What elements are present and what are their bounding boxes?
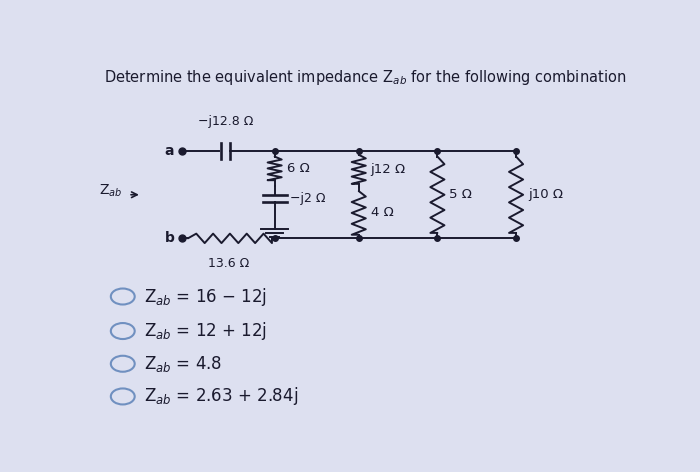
Text: j12 Ω: j12 Ω xyxy=(371,163,406,176)
Text: 13.6 Ω: 13.6 Ω xyxy=(208,257,249,270)
Text: Z$_{ab}$ = 16 − 12j: Z$_{ab}$ = 16 − 12j xyxy=(144,286,267,308)
Text: Determine the equivalent impedance Z$_{ab}$ for the following combination: Determine the equivalent impedance Z$_{a… xyxy=(104,67,626,86)
Text: 6 Ω: 6 Ω xyxy=(286,162,309,175)
Text: Z$_{ab}$: Z$_{ab}$ xyxy=(99,183,122,199)
Text: Z$_{ab}$ = 4.8: Z$_{ab}$ = 4.8 xyxy=(144,354,222,374)
Text: Z$_{ab}$ = 12 + 12j: Z$_{ab}$ = 12 + 12j xyxy=(144,320,267,342)
Text: b: b xyxy=(164,231,174,245)
Text: −j2 Ω: −j2 Ω xyxy=(290,192,326,205)
Text: 4 Ω: 4 Ω xyxy=(371,206,393,219)
Text: a: a xyxy=(164,144,174,158)
Text: j10 Ω: j10 Ω xyxy=(528,188,563,201)
Text: −j12.8 Ω: −j12.8 Ω xyxy=(198,115,253,127)
Text: 5 Ω: 5 Ω xyxy=(449,188,473,201)
Text: Z$_{ab}$ = 2.63 + 2.84j: Z$_{ab}$ = 2.63 + 2.84j xyxy=(144,386,299,407)
